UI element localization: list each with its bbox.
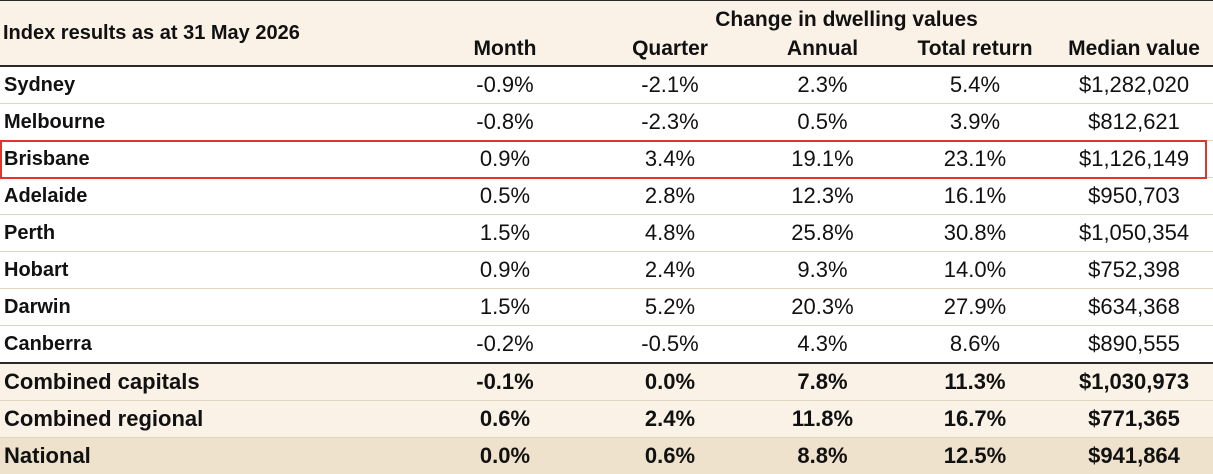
- table-row-canberra: Canberra -0.2% -0.5% 4.3% 8.6% $890,555: [0, 325, 1213, 364]
- table-row-darwin: Darwin 1.5% 5.2% 20.3% 27.9% $634,368: [0, 288, 1213, 326]
- cell-annual: 0.5%: [750, 103, 895, 141]
- table-row-perth: Perth 1.5% 4.8% 25.8% 30.8% $1,050,354: [0, 214, 1213, 252]
- cell-month: 0.9%: [420, 140, 590, 178]
- cell-median-value: $941,864: [1055, 437, 1213, 474]
- column-header-annual: Annual: [750, 32, 895, 67]
- cell-month: 0.5%: [420, 177, 590, 215]
- index-results-label: Index results as at 31 May 2026: [0, 1, 420, 67]
- cell-median-value: $752,398: [1055, 251, 1213, 289]
- cell-quarter: 2.4%: [590, 251, 750, 289]
- cell-total-return: 14.0%: [895, 251, 1055, 289]
- cell-total-return: 27.9%: [895, 288, 1055, 326]
- row-label: Perth: [0, 214, 420, 252]
- row-label: Canberra: [0, 325, 420, 364]
- table-row-hobart: Hobart 0.9% 2.4% 9.3% 14.0% $752,398: [0, 251, 1213, 289]
- cell-annual: 8.8%: [750, 437, 895, 474]
- cell-month: 0.0%: [420, 437, 590, 474]
- table-row-national: National 0.0% 0.6% 8.8% 12.5% $941,864: [0, 437, 1213, 474]
- cell-annual: 19.1%: [750, 140, 895, 178]
- cell-median-value: $812,621: [1055, 103, 1213, 141]
- cell-quarter: 0.6%: [590, 437, 750, 474]
- table-row-combined-regional: Combined regional 0.6% 2.4% 11.8% 16.7% …: [0, 400, 1213, 438]
- cell-quarter: 2.4%: [590, 400, 750, 438]
- change-in-dwelling-values-header: Change in dwelling values: [420, 1, 1213, 32]
- cell-quarter: 0.0%: [590, 363, 750, 401]
- cell-month: -0.9%: [420, 66, 590, 104]
- cell-quarter: 4.8%: [590, 214, 750, 252]
- cell-quarter: -0.5%: [590, 325, 750, 364]
- table-row-combined-capitals: Combined capitals -0.1% 0.0% 7.8% 11.3% …: [0, 363, 1213, 401]
- cell-median-value: $634,368: [1055, 288, 1213, 326]
- row-label: Melbourne: [0, 103, 420, 141]
- cell-month: 1.5%: [420, 288, 590, 326]
- cell-median-value: $1,282,020: [1055, 66, 1213, 104]
- cell-annual: 20.3%: [750, 288, 895, 326]
- row-label: Hobart: [0, 251, 420, 289]
- cell-annual: 2.3%: [750, 66, 895, 104]
- cell-month: -0.8%: [420, 103, 590, 141]
- cell-annual: 4.3%: [750, 325, 895, 364]
- table-row-brisbane: Brisbane 0.9% 3.4% 19.1% 23.1% $1,126,14…: [0, 140, 1213, 178]
- cell-total-return: 16.1%: [895, 177, 1055, 215]
- cell-total-return: 30.8%: [895, 214, 1055, 252]
- cell-annual: 12.3%: [750, 177, 895, 215]
- column-header-median-value: Median value: [1055, 32, 1213, 67]
- cell-median-value: $1,050,354: [1055, 214, 1213, 252]
- row-label: Sydney: [0, 66, 420, 104]
- cell-quarter: 2.8%: [590, 177, 750, 215]
- cell-total-return: 5.4%: [895, 66, 1055, 104]
- row-label: Brisbane: [0, 140, 420, 178]
- cell-median-value: $1,030,973: [1055, 363, 1213, 401]
- cell-total-return: 11.3%: [895, 363, 1055, 401]
- cell-total-return: 23.1%: [895, 140, 1055, 178]
- table-row-sydney: Sydney -0.9% -2.1% 2.3% 5.4% $1,282,020: [0, 66, 1213, 104]
- cell-total-return: 16.7%: [895, 400, 1055, 438]
- cell-annual: 9.3%: [750, 251, 895, 289]
- cell-quarter: 3.4%: [590, 140, 750, 178]
- cell-median-value: $771,365: [1055, 400, 1213, 438]
- table-row-melbourne: Melbourne -0.8% -2.3% 0.5% 3.9% $812,621: [0, 103, 1213, 141]
- cell-annual: 7.8%: [750, 363, 895, 401]
- cell-quarter: 5.2%: [590, 288, 750, 326]
- cell-month: -0.2%: [420, 325, 590, 364]
- cell-quarter: -2.3%: [590, 103, 750, 141]
- cell-annual: 11.8%: [750, 400, 895, 438]
- cell-quarter: -2.1%: [590, 66, 750, 104]
- cell-total-return: 8.6%: [895, 325, 1055, 364]
- cell-month: 1.5%: [420, 214, 590, 252]
- cell-month: 0.9%: [420, 251, 590, 289]
- column-header-quarter: Quarter: [590, 32, 750, 67]
- row-label: Combined capitals: [0, 363, 420, 401]
- cell-median-value: $890,555: [1055, 325, 1213, 364]
- cell-month: 0.6%: [420, 400, 590, 438]
- row-label: Darwin: [0, 288, 420, 326]
- column-header-total-return: Total return: [895, 32, 1055, 67]
- column-header-month: Month: [420, 32, 590, 67]
- cell-median-value: $1,126,149: [1055, 140, 1213, 178]
- cell-total-return: 3.9%: [895, 103, 1055, 141]
- row-label: Adelaide: [0, 177, 420, 215]
- table-row-adelaide: Adelaide 0.5% 2.8% 12.3% 16.1% $950,703: [0, 177, 1213, 215]
- cell-total-return: 12.5%: [895, 437, 1055, 474]
- row-label: National: [0, 437, 420, 474]
- row-label: Combined regional: [0, 400, 420, 438]
- cell-month: -0.1%: [420, 363, 590, 401]
- cell-median-value: $950,703: [1055, 177, 1213, 215]
- cell-annual: 25.8%: [750, 214, 895, 252]
